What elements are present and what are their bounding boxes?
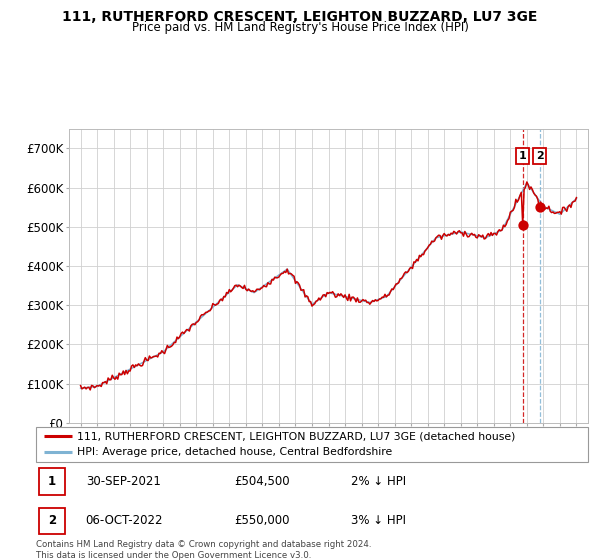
Text: £504,500: £504,500 [235,475,290,488]
Text: 111, RUTHERFORD CRESCENT, LEIGHTON BUZZARD, LU7 3GE: 111, RUTHERFORD CRESCENT, LEIGHTON BUZZA… [62,10,538,24]
Text: 1: 1 [48,475,56,488]
Text: Price paid vs. HM Land Registry's House Price Index (HPI): Price paid vs. HM Land Registry's House … [131,21,469,34]
FancyBboxPatch shape [36,427,588,462]
FancyBboxPatch shape [39,508,65,534]
Point [535,203,544,212]
Text: 111, RUTHERFORD CRESCENT, LEIGHTON BUZZARD, LU7 3GE (detached house): 111, RUTHERFORD CRESCENT, LEIGHTON BUZZA… [77,431,516,441]
Text: 2: 2 [48,514,56,528]
Text: Contains HM Land Registry data © Crown copyright and database right 2024.
This d: Contains HM Land Registry data © Crown c… [36,540,371,560]
Text: 06-OCT-2022: 06-OCT-2022 [86,514,163,528]
Text: £550,000: £550,000 [235,514,290,528]
Text: 30-SEP-2021: 30-SEP-2021 [86,475,161,488]
Text: 2% ↓ HPI: 2% ↓ HPI [350,475,406,488]
Text: 1: 1 [519,151,527,161]
FancyBboxPatch shape [39,468,65,494]
Text: 2: 2 [536,151,544,161]
Text: HPI: Average price, detached house, Central Bedfordshire: HPI: Average price, detached house, Cent… [77,447,392,458]
Point [518,221,527,230]
Text: 3% ↓ HPI: 3% ↓ HPI [350,514,406,528]
